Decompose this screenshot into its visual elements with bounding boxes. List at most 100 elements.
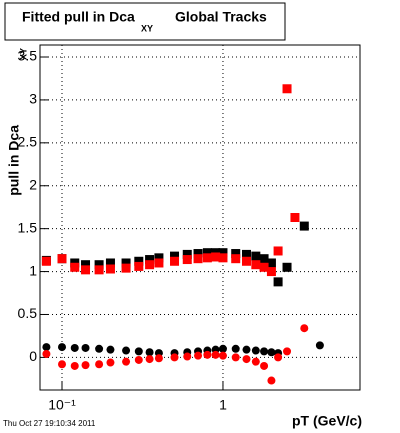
data-point bbox=[134, 347, 143, 356]
data-point bbox=[218, 344, 227, 353]
y-tick-label: 0 bbox=[29, 348, 37, 364]
data-point bbox=[202, 248, 212, 258]
y-tick-label: 1.5 bbox=[18, 219, 38, 235]
data-point bbox=[242, 355, 251, 364]
data-point bbox=[145, 355, 154, 364]
data-point bbox=[154, 354, 163, 363]
chart-title-subscript: XY bbox=[141, 23, 153, 33]
data-point bbox=[273, 246, 283, 256]
data-point bbox=[242, 345, 251, 354]
data-point bbox=[218, 248, 228, 258]
data-point bbox=[42, 349, 51, 358]
data-point bbox=[267, 376, 276, 385]
data-point bbox=[94, 265, 104, 275]
data-point bbox=[202, 253, 212, 263]
y-tick-label: 2 bbox=[29, 176, 37, 192]
x-tick-label: 10⁻¹ bbox=[48, 397, 76, 413]
data-point bbox=[266, 267, 276, 277]
data-point bbox=[42, 343, 51, 352]
data-point bbox=[145, 255, 155, 265]
data-point bbox=[122, 357, 131, 366]
data-point bbox=[231, 353, 240, 362]
data-point bbox=[95, 360, 104, 369]
data-point bbox=[105, 264, 115, 274]
data-point bbox=[260, 347, 269, 356]
data-point bbox=[194, 351, 203, 360]
data-point bbox=[274, 353, 283, 362]
data-point bbox=[282, 262, 292, 272]
x-axis-label: pT (GeV/c) bbox=[292, 413, 362, 429]
data-point bbox=[231, 249, 241, 259]
plot-frame bbox=[39, 44, 361, 391]
data-point bbox=[267, 348, 276, 357]
data-point bbox=[251, 346, 260, 355]
data-point bbox=[57, 254, 67, 264]
y-tick-label: 1 bbox=[29, 262, 37, 278]
y-tick-label: 3 bbox=[29, 91, 37, 107]
y-tick-label: 2.5 bbox=[18, 134, 38, 150]
data-point bbox=[121, 263, 131, 273]
data-point bbox=[95, 344, 104, 353]
data-point bbox=[290, 213, 300, 222]
data-point bbox=[182, 255, 192, 265]
data-point bbox=[241, 256, 251, 266]
data-point bbox=[58, 343, 67, 352]
data-point bbox=[170, 353, 179, 362]
data-point bbox=[203, 350, 212, 359]
data-point bbox=[106, 345, 115, 354]
data-point bbox=[266, 258, 276, 268]
y-axis-label: pull in Dca bbox=[6, 125, 22, 196]
data-point bbox=[193, 254, 203, 264]
data-point bbox=[251, 251, 261, 261]
data-point bbox=[58, 360, 67, 369]
data-point bbox=[283, 347, 292, 356]
data-point bbox=[145, 260, 155, 270]
data-point bbox=[121, 258, 131, 268]
data-point bbox=[218, 351, 227, 360]
data-point bbox=[106, 358, 115, 367]
data-point bbox=[183, 352, 192, 361]
data-point bbox=[81, 361, 90, 370]
data-point bbox=[231, 254, 241, 264]
data-point bbox=[94, 260, 104, 270]
timestamp: Thu Oct 27 19:10:34 2011 bbox=[3, 419, 96, 428]
data-point bbox=[41, 256, 51, 266]
data-point bbox=[154, 253, 164, 263]
chart-title-suffix: Global Tracks bbox=[175, 9, 267, 25]
y-tick-label: 0.5 bbox=[18, 305, 38, 321]
y-tick-label: 3.5 bbox=[18, 48, 38, 64]
data-point bbox=[134, 256, 144, 266]
data-point bbox=[134, 355, 143, 364]
data-point bbox=[70, 361, 79, 370]
data-point bbox=[211, 350, 220, 359]
y-axis-label-subscript: XY bbox=[18, 48, 28, 60]
data-point bbox=[273, 277, 283, 287]
data-point bbox=[231, 344, 240, 353]
data-point bbox=[315, 341, 324, 350]
data-point bbox=[81, 343, 90, 352]
data-point bbox=[218, 253, 228, 263]
data-point bbox=[81, 260, 91, 270]
data-point bbox=[251, 357, 260, 366]
data-point bbox=[81, 265, 91, 275]
data-point bbox=[122, 346, 131, 355]
title-box bbox=[4, 2, 286, 41]
data-point bbox=[182, 249, 192, 259]
data-point bbox=[259, 254, 269, 264]
data-point bbox=[211, 252, 221, 262]
data-point bbox=[170, 251, 180, 261]
data-point bbox=[282, 84, 292, 94]
data-point bbox=[193, 249, 203, 259]
x-tick-label: 1 bbox=[219, 397, 227, 413]
data-point bbox=[134, 261, 144, 271]
data-point bbox=[70, 262, 80, 272]
data-point bbox=[145, 348, 154, 357]
data-point bbox=[170, 256, 180, 266]
data-point bbox=[259, 262, 269, 272]
data-point bbox=[299, 221, 309, 231]
data-point bbox=[300, 324, 309, 333]
data-point bbox=[105, 258, 115, 268]
data-point bbox=[70, 343, 79, 352]
